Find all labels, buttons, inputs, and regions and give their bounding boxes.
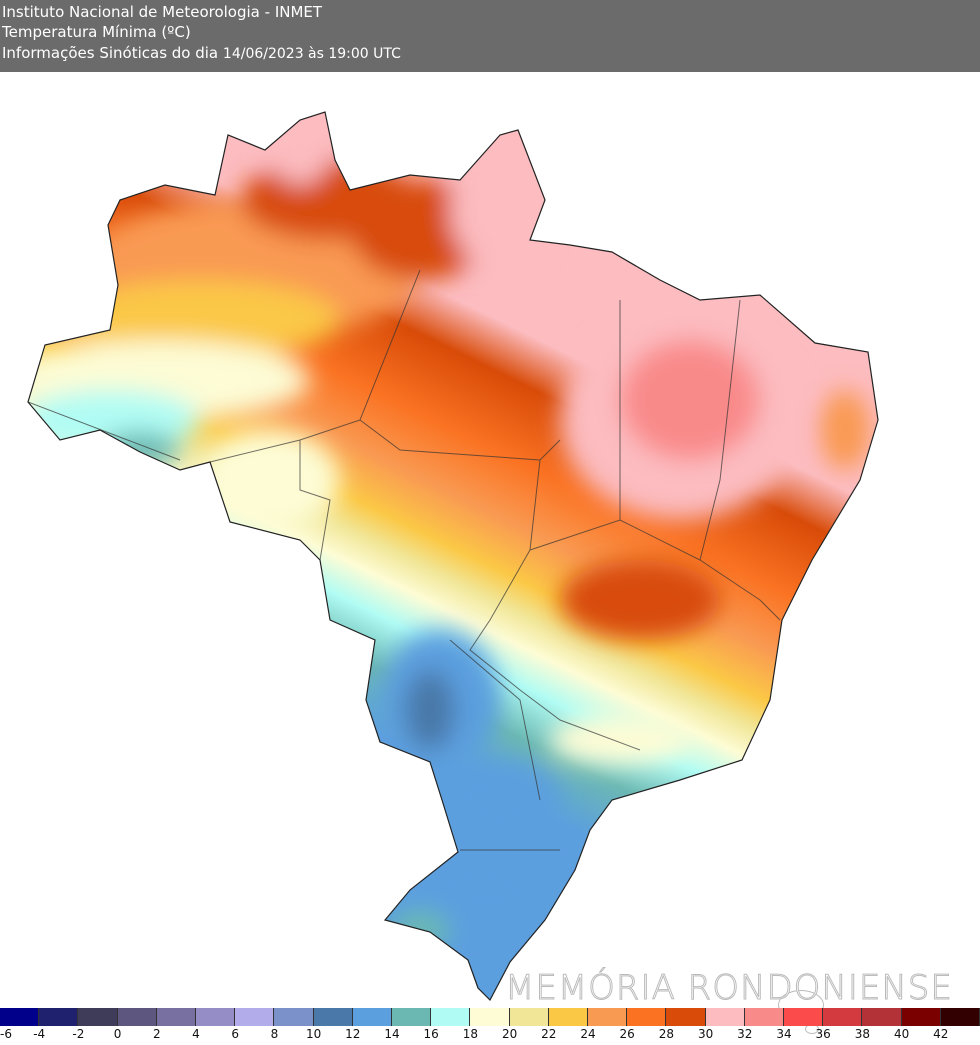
- colorbar-swatch: [117, 1008, 157, 1026]
- colorbar-swatch: [431, 1008, 471, 1026]
- colorbar-swatch: [392, 1008, 432, 1026]
- colorbar: [0, 1008, 980, 1026]
- colorbar-label: 2: [152, 1027, 161, 1041]
- watermark: MEMÓRIA RONDONIENSE: [505, 968, 953, 1009]
- brazil-temperature-map: [27, 111, 879, 1001]
- colorbar-swatch: [313, 1008, 353, 1026]
- colorbar-label: 14: [384, 1027, 400, 1041]
- colorbar-swatch: [509, 1008, 549, 1026]
- colorbar-swatch: [744, 1008, 785, 1026]
- colorbar-swatch: [156, 1008, 197, 1026]
- colorbar-swatch: [901, 1008, 941, 1026]
- colorbar-label: 12: [345, 1027, 361, 1041]
- colorbar-label: 8: [270, 1027, 279, 1041]
- colorbar-swatch: [235, 1008, 275, 1026]
- colorbar-swatch: [352, 1008, 393, 1026]
- colorbar-swatch: [627, 1008, 667, 1026]
- colorbar-swatch: [274, 1008, 314, 1026]
- colorbar-label: 32: [737, 1027, 753, 1041]
- temperature-field: [28, 112, 878, 1000]
- colorbar-label: 42: [933, 1027, 949, 1041]
- colorbar-label: 38: [854, 1027, 871, 1041]
- colorbar-label: 28: [658, 1027, 675, 1041]
- map-header: Instituto Nacional de Meteorologia - INM…: [0, 0, 980, 72]
- colorbar-label: 26: [619, 1027, 635, 1041]
- colorbar-label: 4: [192, 1027, 200, 1041]
- colorbar-swatch: [940, 1008, 980, 1026]
- colorbar-swatch: [548, 1008, 589, 1026]
- state-borders: [28, 269, 781, 851]
- colorbar-label: 22: [541, 1027, 557, 1041]
- colorbar-swatch: [784, 1008, 824, 1026]
- colorbar-swatch: [666, 1008, 706, 1026]
- colorbar-swatch: [823, 1008, 863, 1026]
- colorbar-label: 36: [815, 1027, 831, 1041]
- colorbar-label: -2: [72, 1027, 85, 1041]
- colorbar-label: 40: [893, 1027, 910, 1041]
- datetime: 14/06/2023 às 19:00 UTC: [222, 46, 401, 62]
- colorbar-label: 18: [462, 1027, 479, 1041]
- colorbar-swatch: [0, 1008, 40, 1026]
- colorbar-label: -6: [0, 1027, 12, 1041]
- colorbar-label: 16: [423, 1027, 439, 1041]
- info-label: Informações Sinóticas do dia: [2, 44, 219, 62]
- info-line: Informações Sinóticas do dia 14/06/2023 …: [2, 44, 401, 63]
- temperature-map: [0, 72, 980, 1034]
- colorbar-label: 0: [113, 1027, 122, 1041]
- colorbar-swatch: [862, 1008, 902, 1026]
- institution-title: Instituto Nacional de Meteorologia - INM…: [2, 3, 323, 21]
- colorbar-label: 10: [305, 1027, 322, 1041]
- colorbar-label: 24: [580, 1027, 596, 1041]
- colorbar-swatch: [705, 1008, 745, 1026]
- colorbar-swatch: [78, 1008, 118, 1026]
- colorbar-label: 6: [231, 1027, 240, 1041]
- colorbar-label: 20: [501, 1027, 518, 1041]
- colorbar-swatch: [588, 1008, 628, 1026]
- colorbar-label: 34: [776, 1027, 792, 1041]
- colorbar-labels: -6 -4 -2 0 2 4 6 8 10 12 14 16 18 20 22 24 26 28 30 32 34 36 3…: [0, 1027, 980, 1045]
- colorbar-label: -4: [33, 1027, 46, 1041]
- variable-title: Temperatura Mínima (ºC): [2, 23, 191, 41]
- colorbar-label: 30: [697, 1027, 714, 1041]
- colorbar-swatch: [196, 1008, 236, 1026]
- colorbar-swatch: [470, 1008, 510, 1026]
- colorbar-swatch: [39, 1008, 79, 1026]
